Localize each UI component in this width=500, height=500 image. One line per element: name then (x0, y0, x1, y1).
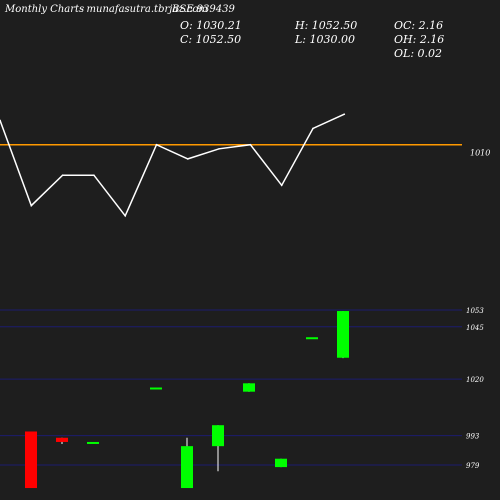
line-chart: 1010 (0, 113, 490, 218)
candle-body (275, 458, 287, 468)
site-name: - munafasutra.tbrjaz.com (80, 4, 208, 15)
candle-body (181, 446, 193, 489)
y-tick-label: 993 (466, 433, 480, 441)
y-tick-label: 1053 (466, 307, 484, 315)
line-point (343, 113, 346, 116)
line-point (124, 214, 126, 217)
low-value: L: 1030.00 (294, 33, 355, 46)
candle-body (337, 311, 349, 358)
candle-body (150, 387, 162, 390)
close-value: C: 1052.50 (180, 33, 241, 46)
oc-value: OC: 2.16 (394, 19, 443, 32)
line-point (0, 119, 1, 122)
line-point (30, 204, 33, 207)
candle-body (243, 383, 255, 392)
price-series-line (0, 113, 345, 218)
candle-body (212, 425, 224, 447)
y-tick-label: 1045 (466, 324, 484, 332)
open-value: O: 1030.21 (180, 19, 242, 32)
line-point (249, 143, 252, 146)
y-tick-label: 979 (466, 462, 480, 470)
line-point (93, 174, 95, 176)
line-point (312, 127, 314, 130)
line-point (218, 147, 220, 150)
line-point (187, 158, 189, 160)
line-point (61, 174, 64, 176)
line-point (155, 143, 158, 146)
candle-body (306, 337, 318, 340)
candle-body (25, 431, 37, 489)
ol-value: OL: 0.02 (394, 47, 442, 60)
candle-body (87, 441, 99, 444)
high-value: H: 1052.50 (294, 19, 357, 32)
reference-label: 1010 (470, 149, 490, 158)
candle-body (56, 437, 68, 442)
candlestick-chart: 1053 1045 1020 993 979 (0, 307, 484, 489)
chart-source-label: Monthly Charts (4, 4, 84, 15)
y-tick-label: 1020 (466, 376, 484, 384)
header: Monthly Charts - munafasutra.tbrjaz.com … (4, 4, 444, 60)
oh-value: OH: 2.16 (394, 33, 444, 46)
line-point (280, 184, 283, 187)
symbol-label: BSE 939439 (171, 4, 235, 15)
